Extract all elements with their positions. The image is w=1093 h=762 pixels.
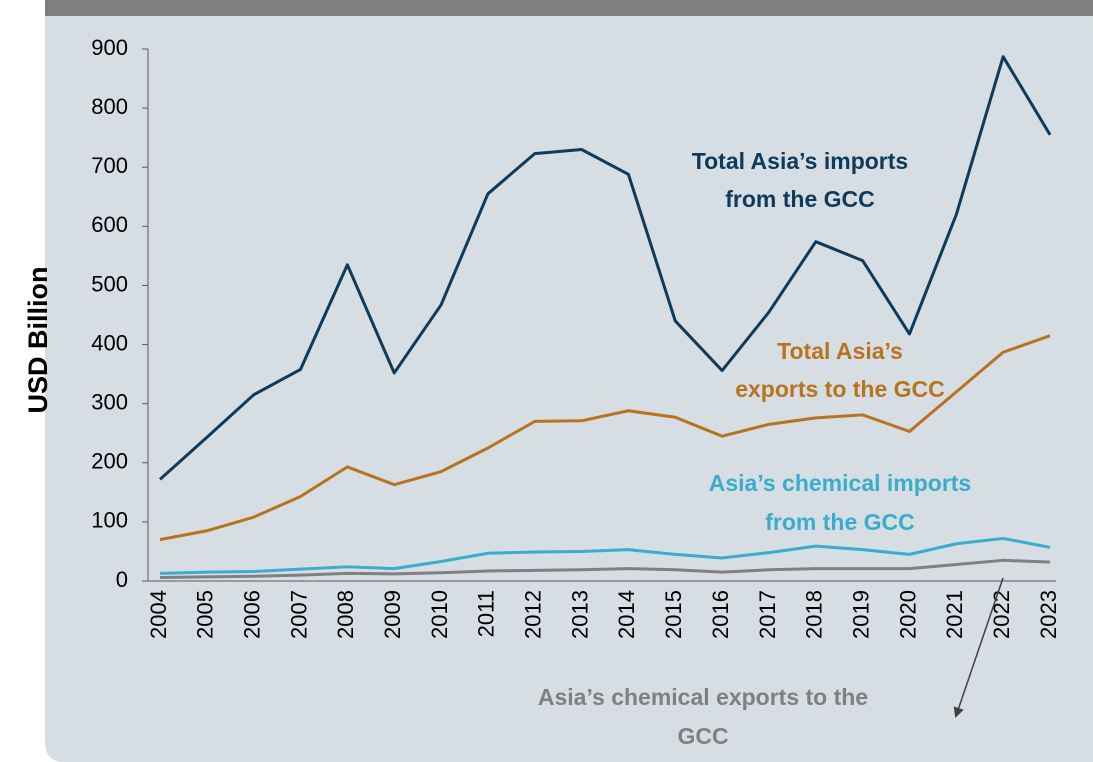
header-bar [45,0,1093,16]
series-label: from the GCC [765,509,915,535]
series-line [159,558,1051,579]
x-tick-label: 2022 [989,590,1014,639]
x-tick-label: 2008 [333,590,358,639]
y-tick-label: 0 [116,567,128,592]
y-axis-title: USD Billion [23,267,53,414]
series-label: Asia’s chemical exports to the [538,684,868,710]
y-tick-label: 100 [91,508,128,533]
x-tick-label: 2006 [239,590,264,639]
x-tick-label: 2015 [661,590,686,639]
x-tick-label: 2011 [474,590,499,637]
x-tick-label: 2018 [802,590,827,639]
y-tick-label: 900 [91,35,128,60]
x-tick-label: 2021 [942,590,967,639]
y-tick-label: 800 [91,94,128,119]
y-tick-label: 200 [91,449,128,474]
series-label: GCC [677,723,728,749]
x-tick-label: 2014 [614,590,639,639]
x-tick-label: 2016 [708,590,733,639]
x-tick-label: 2019 [848,590,873,639]
series-label: exports to the GCC [735,376,945,402]
x-tick-label: 2023 [1036,590,1061,639]
x-tick-label: 2005 [193,590,218,639]
x-tick-label: 2009 [380,590,405,639]
series-line [158,55,1052,481]
series-label: from the GCC [725,186,875,212]
series-label: Total Asia’s [777,338,903,364]
y-tick-label: 500 [91,271,128,296]
x-tick-label: 2010 [427,590,452,639]
x-tick-label: 2004 [146,590,171,639]
y-tick-label: 600 [91,212,128,237]
y-tick-label: 400 [91,330,128,355]
x-tick-label: 2017 [755,590,780,639]
series-line [159,334,1051,542]
x-tick-label: 2013 [567,590,592,639]
x-tick-label: 2020 [895,590,920,639]
y-tick-label: 700 [91,153,128,178]
y-tick-label: 300 [91,389,128,414]
x-tick-label: 2007 [286,590,311,639]
annotation-arrow [953,577,1004,718]
series-line [159,536,1051,575]
x-tick-label: 2012 [521,590,546,639]
series-label: Asia’s chemical imports [709,470,971,496]
series-label: Total Asia’s imports [692,148,908,174]
